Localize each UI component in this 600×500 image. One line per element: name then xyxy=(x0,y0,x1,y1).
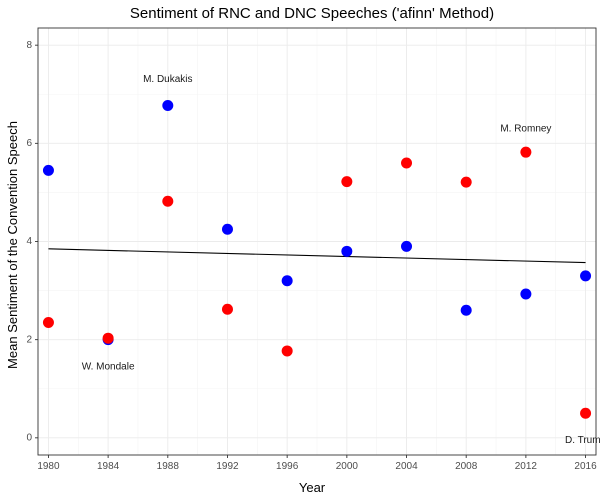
data-point xyxy=(401,157,413,169)
x-axis-title: Year xyxy=(299,480,326,495)
y-tick-label: 8 xyxy=(26,40,32,51)
grid-lines xyxy=(38,28,596,455)
x-tick-label: 2004 xyxy=(395,461,418,472)
data-point xyxy=(460,176,472,188)
x-tick-label: 2016 xyxy=(574,461,597,472)
x-tick-label: 1980 xyxy=(37,461,60,472)
x-tick-label: 1984 xyxy=(97,461,120,472)
trend-line xyxy=(48,248,586,264)
y-tick-label: 2 xyxy=(26,334,32,345)
data-point xyxy=(221,303,233,315)
x-tick-label: 2008 xyxy=(455,461,478,472)
data-point xyxy=(42,316,54,328)
data-point xyxy=(162,100,174,112)
data-point xyxy=(42,164,54,176)
trend-line-group xyxy=(48,248,586,264)
data-point xyxy=(401,240,413,252)
x-tick-label: 2012 xyxy=(515,461,538,472)
data-point xyxy=(221,223,233,235)
x-tick-label: 1992 xyxy=(216,461,239,472)
data-point xyxy=(281,345,293,357)
y-axis-title: Mean Sentiment of the Convention Speech xyxy=(5,121,20,369)
x-tick-label: 1988 xyxy=(157,461,180,472)
data-point xyxy=(281,275,293,287)
annotation-label: W. Mondale xyxy=(82,361,135,372)
y-tick-label: 6 xyxy=(26,138,32,149)
x-tick-label: 2000 xyxy=(336,461,359,472)
axes: 1980 1984 1988 1992 1996 2000 2004 2008 2012 2016… xyxy=(26,27,597,472)
annotation-label: M. Romney xyxy=(500,123,551,134)
annotation-label: D. Trump xyxy=(565,435,600,446)
data-point xyxy=(460,304,472,316)
data-point xyxy=(580,270,592,282)
chart-title: Sentiment of RNC and DNC Speeches ('afin… xyxy=(130,5,494,22)
data-point xyxy=(341,245,353,257)
data-point xyxy=(520,288,532,300)
y-tick-label: 4 xyxy=(26,236,32,247)
data-points xyxy=(42,100,592,419)
x-tick-label: 1996 xyxy=(276,461,299,472)
data-point xyxy=(341,176,353,188)
data-point xyxy=(162,195,174,207)
annotations: M. Dukakis W. Mondale M. Romney D. Trump xyxy=(82,74,600,446)
annotation-label: M. Dukakis xyxy=(143,74,192,85)
data-point xyxy=(102,332,114,344)
data-point xyxy=(520,146,532,158)
data-point xyxy=(580,407,592,419)
y-tick-label: 0 xyxy=(26,432,32,443)
